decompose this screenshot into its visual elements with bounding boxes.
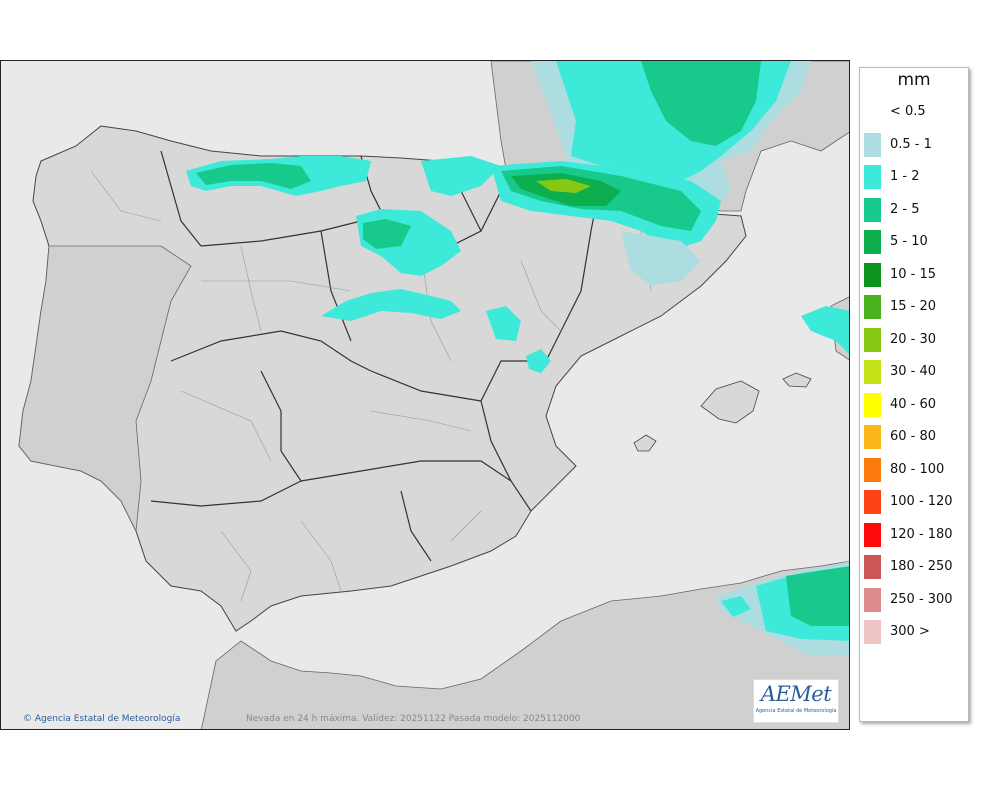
aemet-logo-subtitle: Agencia Estatal de Meteorología — [755, 708, 837, 714]
legend-swatch — [864, 132, 881, 157]
legend-label: 15 - 20 — [890, 299, 937, 314]
legend-label: 40 - 60 — [890, 396, 937, 412]
legend-item: 180 - 250 — [864, 553, 964, 581]
legend-item: 15 - 20 — [864, 293, 964, 321]
copyright-notice: © Agencia Estatal de Meteorología — [23, 714, 180, 724]
snow-area-catalonia — [621, 231, 701, 286]
snow-area-cantabrian-heavy — [196, 163, 311, 189]
legend-item: 300 > — [864, 618, 964, 646]
precipitation-legend: mm < 0.5 0.5 - 1 1 - 2 2 - 5 5 - 10 10 - 15 15… — [859, 67, 969, 722]
legend-label: 300 > — [890, 624, 930, 639]
legend-swatch — [864, 457, 881, 482]
legend-item: 100 - 120 — [864, 488, 964, 516]
snow-area-teruel — [526, 349, 551, 373]
snow-area-bay-of-biscay-heavy — [641, 61, 761, 146]
legend-item: 20 - 30 — [864, 326, 964, 354]
legend-swatch — [864, 555, 881, 579]
legend-item: 60 - 80 — [864, 423, 964, 451]
ibiza-island — [633, 434, 657, 452]
legend-label: 60 - 80 — [890, 429, 937, 444]
legend-label: < 0.5 — [890, 104, 926, 119]
snow-area-iberian-south — [486, 306, 521, 341]
legend-item: 5 - 10 — [864, 228, 964, 256]
menorca-island — [782, 372, 812, 388]
legend-swatch — [864, 522, 881, 547]
legend-item: 40 - 60 — [864, 391, 964, 419]
legend-label: 250 - 300 — [890, 591, 953, 607]
legend-swatch — [864, 295, 881, 319]
snow-area-basque — [421, 156, 501, 196]
legend-label: 2 - 5 — [890, 201, 920, 217]
legend-swatch — [864, 165, 881, 189]
snow-area-algeria-west — [721, 596, 751, 617]
legend-item: 2 - 5 — [864, 196, 964, 224]
legend-swatch — [864, 425, 881, 449]
legend-swatch — [864, 230, 881, 254]
legend-swatch — [864, 490, 881, 514]
legend-label: 30 - 40 — [890, 364, 937, 379]
legend-swatch — [864, 100, 881, 124]
legend-label: 120 - 180 — [890, 526, 953, 542]
snow-area-pyrenees-max — [536, 179, 591, 193]
aemet-logo-text: AEMet — [760, 682, 832, 706]
snow-area-iberian-north-heavy — [363, 219, 411, 249]
legend-label: 100 - 120 — [890, 494, 953, 509]
legend-label: 0.5 - 1 — [890, 136, 932, 152]
iberia-snowfall-map — [1, 61, 849, 729]
legend-swatch — [864, 327, 881, 352]
legend-label: 5 - 10 — [890, 234, 928, 249]
legend-item: 30 - 40 — [864, 358, 964, 386]
legend-item: 10 - 15 — [864, 261, 964, 289]
legend-item: 80 - 100 — [864, 456, 964, 484]
legend-label: 20 - 30 — [890, 331, 937, 347]
legend-label: 80 - 100 — [890, 461, 945, 477]
legend-item: 1 - 2 — [864, 163, 964, 191]
map-panel: © Agencia Estatal de Meteorología Nevada… — [0, 60, 850, 730]
portugal-area — [18, 245, 192, 533]
copyright-text: Agencia Estatal de Meteorología — [34, 714, 181, 724]
legend-item: 250 - 300 — [864, 586, 964, 614]
legend-item: 120 - 180 — [864, 521, 964, 549]
copyright-icon: © — [23, 714, 32, 724]
legend-item: 0.5 - 1 — [864, 131, 964, 159]
legend-swatch — [864, 360, 881, 384]
legend-swatch — [864, 620, 881, 644]
legend-swatch — [864, 262, 881, 287]
legend-label: 1 - 2 — [890, 169, 920, 184]
map-caption: Nevada en 24 h máxima. Validez: 20251122… — [246, 714, 581, 724]
north-africa-land — [201, 560, 849, 729]
legend-item: < 0.5 — [864, 98, 964, 126]
legend-swatch — [864, 197, 881, 222]
aemet-logo: AEMet Agencia Estatal de Meteorología — [753, 679, 839, 723]
legend-label: 10 - 15 — [890, 266, 937, 282]
legend-unit: mm — [897, 70, 931, 90]
legend-swatch — [864, 392, 881, 417]
snowfall-areas — [186, 61, 849, 656]
mallorca-island — [700, 380, 760, 424]
snow-area-sardinia — [801, 306, 849, 354]
snow-area-central-system — [321, 289, 461, 321]
legend-swatch — [864, 587, 881, 612]
legend-label: 180 - 250 — [890, 559, 953, 574]
snow-area-algeria-heavy — [786, 566, 849, 626]
